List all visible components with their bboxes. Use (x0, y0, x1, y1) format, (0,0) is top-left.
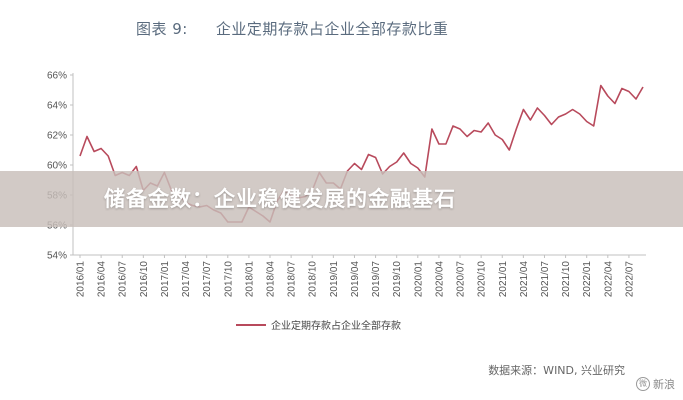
x-tick-label: 2016/01 (76, 261, 87, 298)
x-tick-label: 2016/07 (118, 261, 129, 298)
overlay-title: 储备金数：企业稳健发展的金融基石 (104, 187, 456, 211)
x-tick-label: 2018/10 (308, 261, 319, 298)
x-axis: 2016/01 2016/04 2016/07 2016/10 2017/01 2017/… (73, 254, 646, 298)
x-tick-label: 2021/01 (498, 261, 509, 298)
watermark-text: 新浪 (653, 378, 675, 391)
figure-title-text: 企业定期存款占企业全部存款比重 (215, 20, 449, 38)
x-tick-label: 2016/10 (139, 261, 150, 298)
x-tick-label: 2019/04 (350, 261, 361, 298)
x-tick-label: 2016/04 (97, 261, 108, 298)
watermark: 微 新浪 (636, 376, 675, 392)
x-tick-label: 2017/07 (202, 261, 213, 298)
x-tick-label: 2018/04 (266, 261, 277, 298)
data-source: 数据来源：WIND, 兴业研究 (488, 364, 625, 377)
y-tick-label: 64% (47, 101, 67, 112)
legend: 企业定期存款占企业全部存款 (236, 319, 401, 332)
x-tick-label: 2021/07 (540, 261, 551, 298)
x-tick-label: 2018/07 (287, 261, 298, 298)
x-tick-label: 2020/07 (456, 261, 467, 298)
x-tick-label: 2017/04 (181, 261, 192, 298)
y-tick-label: 60% (47, 161, 67, 172)
x-tick-label: 2019/10 (392, 261, 403, 298)
x-tick-label: 2021/10 (561, 261, 572, 298)
x-tick-label: 2018/01 (244, 261, 255, 298)
x-tick-label: 2017/01 (160, 261, 171, 298)
x-tick-label: 2017/10 (223, 261, 234, 298)
title-overlay-band (0, 171, 683, 227)
x-tick-label: 2022/04 (603, 261, 614, 298)
x-tick-label: 2020/01 (413, 261, 424, 298)
x-tick-label: 2022/07 (624, 261, 635, 298)
x-tick-label: 2020/04 (434, 261, 445, 298)
figure-number: 图表 9: (136, 20, 188, 38)
y-axis: 66%64%62%60%58%56%54% (47, 71, 74, 262)
y-tick-label: 66% (47, 71, 67, 82)
y-tick-label: 62% (47, 131, 67, 142)
y-tick-label: 54% (47, 251, 67, 262)
x-tick-label: 2019/01 (329, 261, 340, 298)
x-tick-label: 2022/01 (582, 261, 593, 298)
watermark-logo-icon: 微 (636, 377, 650, 391)
x-tick-label: 2019/07 (371, 261, 382, 298)
legend-label: 企业定期存款占企业全部存款 (271, 319, 401, 332)
figure-title: 图表 9: 企业定期存款占企业全部存款比重 (136, 18, 448, 39)
x-tick-label: 2021/04 (519, 261, 530, 298)
x-tick-label: 2020/10 (477, 261, 488, 298)
